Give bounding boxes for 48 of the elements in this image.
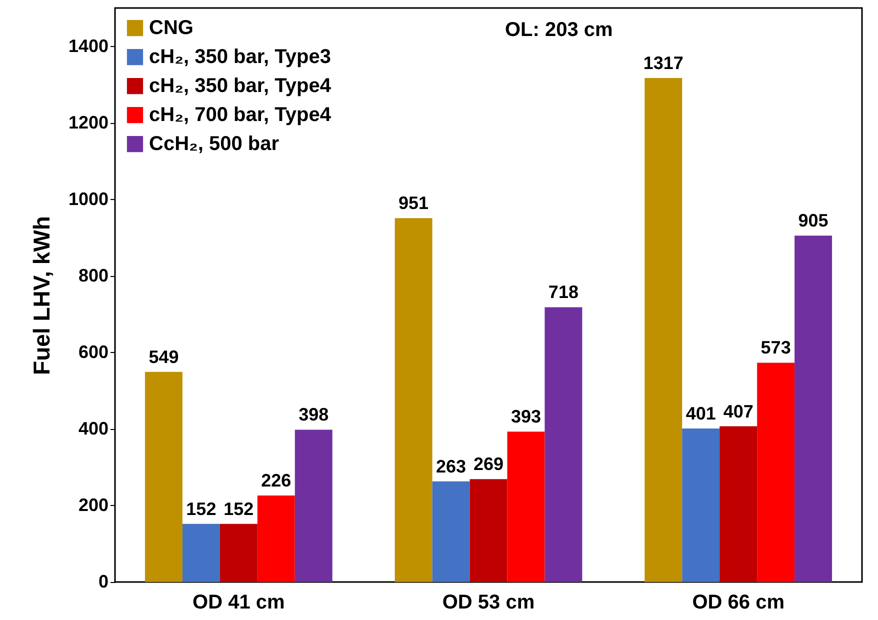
data-label: 393	[510, 406, 541, 427]
bar	[432, 481, 470, 582]
data-label: 718	[548, 282, 578, 302]
y-tick-label: 1400	[68, 36, 108, 56]
bar	[470, 479, 508, 582]
data-label: 269	[473, 454, 504, 474]
data-label: 401	[686, 404, 716, 424]
legend-label: CNG	[149, 17, 194, 39]
bar	[182, 524, 220, 582]
legend-label: cH₂, 700 bar, Type4	[149, 104, 332, 126]
y-tick-label: 1000	[68, 188, 108, 209]
legend-label: cH₂, 350 bar, Type4	[149, 75, 332, 97]
bar	[794, 236, 832, 582]
data-label: 573	[760, 338, 791, 358]
x-tick-label: OD 66 cm	[692, 592, 784, 614]
data-label: 951	[398, 193, 429, 214]
data-label: 398	[298, 404, 329, 425]
x-tick-label: OD 53 cm	[442, 592, 535, 614]
y-tick-label: 0	[98, 572, 108, 592]
bar	[757, 362, 795, 582]
bar	[682, 428, 720, 582]
y-tick-label: 200	[78, 494, 108, 515]
annotation: OL: 203 cm	[505, 19, 613, 41]
data-label: 407	[723, 401, 754, 422]
data-label: 1317	[643, 53, 684, 74]
bar	[720, 426, 758, 582]
bar	[507, 432, 545, 582]
x-tick-label: OD 41 cm	[192, 592, 285, 614]
bar	[644, 78, 682, 582]
legend-label: cH₂, 350 bar, Type3	[149, 46, 331, 68]
data-label: 152	[224, 498, 254, 519]
bar	[544, 307, 582, 582]
data-label: 152	[186, 498, 216, 519]
bar	[220, 524, 258, 582]
data-label: 226	[261, 470, 292, 491]
data-label: 549	[148, 346, 179, 367]
y-tick-label: 1200	[68, 112, 108, 132]
bar	[294, 430, 332, 582]
bar	[394, 218, 432, 582]
bar	[257, 496, 295, 582]
y-axis-title: Fuel LHV, kWh	[28, 216, 54, 375]
y-tick-label: 400	[78, 418, 108, 438]
y-tick-label: 600	[78, 342, 108, 362]
legend-label: CcH₂, 500 bar	[149, 133, 280, 155]
data-label: 905	[798, 210, 828, 231]
bar	[144, 372, 182, 582]
data-label: 263	[436, 456, 466, 476]
y-tick-label: 800	[78, 265, 108, 286]
